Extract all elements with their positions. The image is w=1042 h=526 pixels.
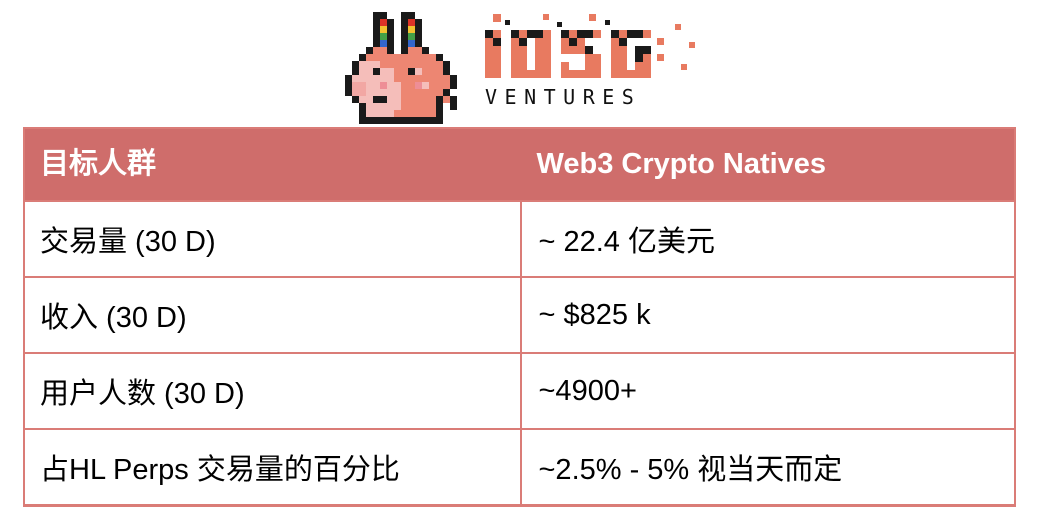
row-value-cell: ~4900+: [519, 354, 1015, 428]
row-label-cell: 交易量 (30 D): [40, 226, 216, 258]
ventures-label: VENTURES: [485, 85, 642, 109]
table-row: 用户人数 (30 D) ~4900+: [25, 352, 1014, 428]
target-audience-table: 目标人群 Web3 Crypto Natives 交易量 (30 D) ~ 22…: [23, 127, 1016, 507]
logo-wordmark: VENTURES: [485, 14, 697, 107]
row-label-cell: 收入 (30 D): [40, 302, 187, 334]
table-row: 占HL Perps 交易量的百分比 ~2.5% - 5% 视当天而定: [25, 428, 1014, 504]
pixel-llama-icon: [345, 12, 457, 124]
row-label-cell: 占HL Perps 交易量的百分比: [40, 454, 400, 486]
table-header-row: 目标人群 Web3 Crypto Natives: [25, 129, 1014, 200]
iosg-pixel-wordmark: [485, 14, 695, 78]
row-label-cell: 用户人数 (30 D): [40, 378, 245, 410]
iosg-ventures-logo: VENTURES: [345, 12, 697, 124]
row-value-cell: ~ $825 k: [519, 278, 1015, 352]
table-row: 收入 (30 D) ~ $825 k: [25, 276, 1014, 352]
row-value-cell: ~ 22.4 亿美元: [519, 202, 1015, 276]
row-value-cell: ~2.5% - 5% 视当天而定: [519, 430, 1015, 504]
table-row: 交易量 (30 D) ~ 22.4 亿美元: [25, 200, 1014, 276]
header-cell-web3-natives: Web3 Crypto Natives: [536, 148, 827, 181]
header-cell-target-group: 目标人群: [40, 148, 157, 181]
